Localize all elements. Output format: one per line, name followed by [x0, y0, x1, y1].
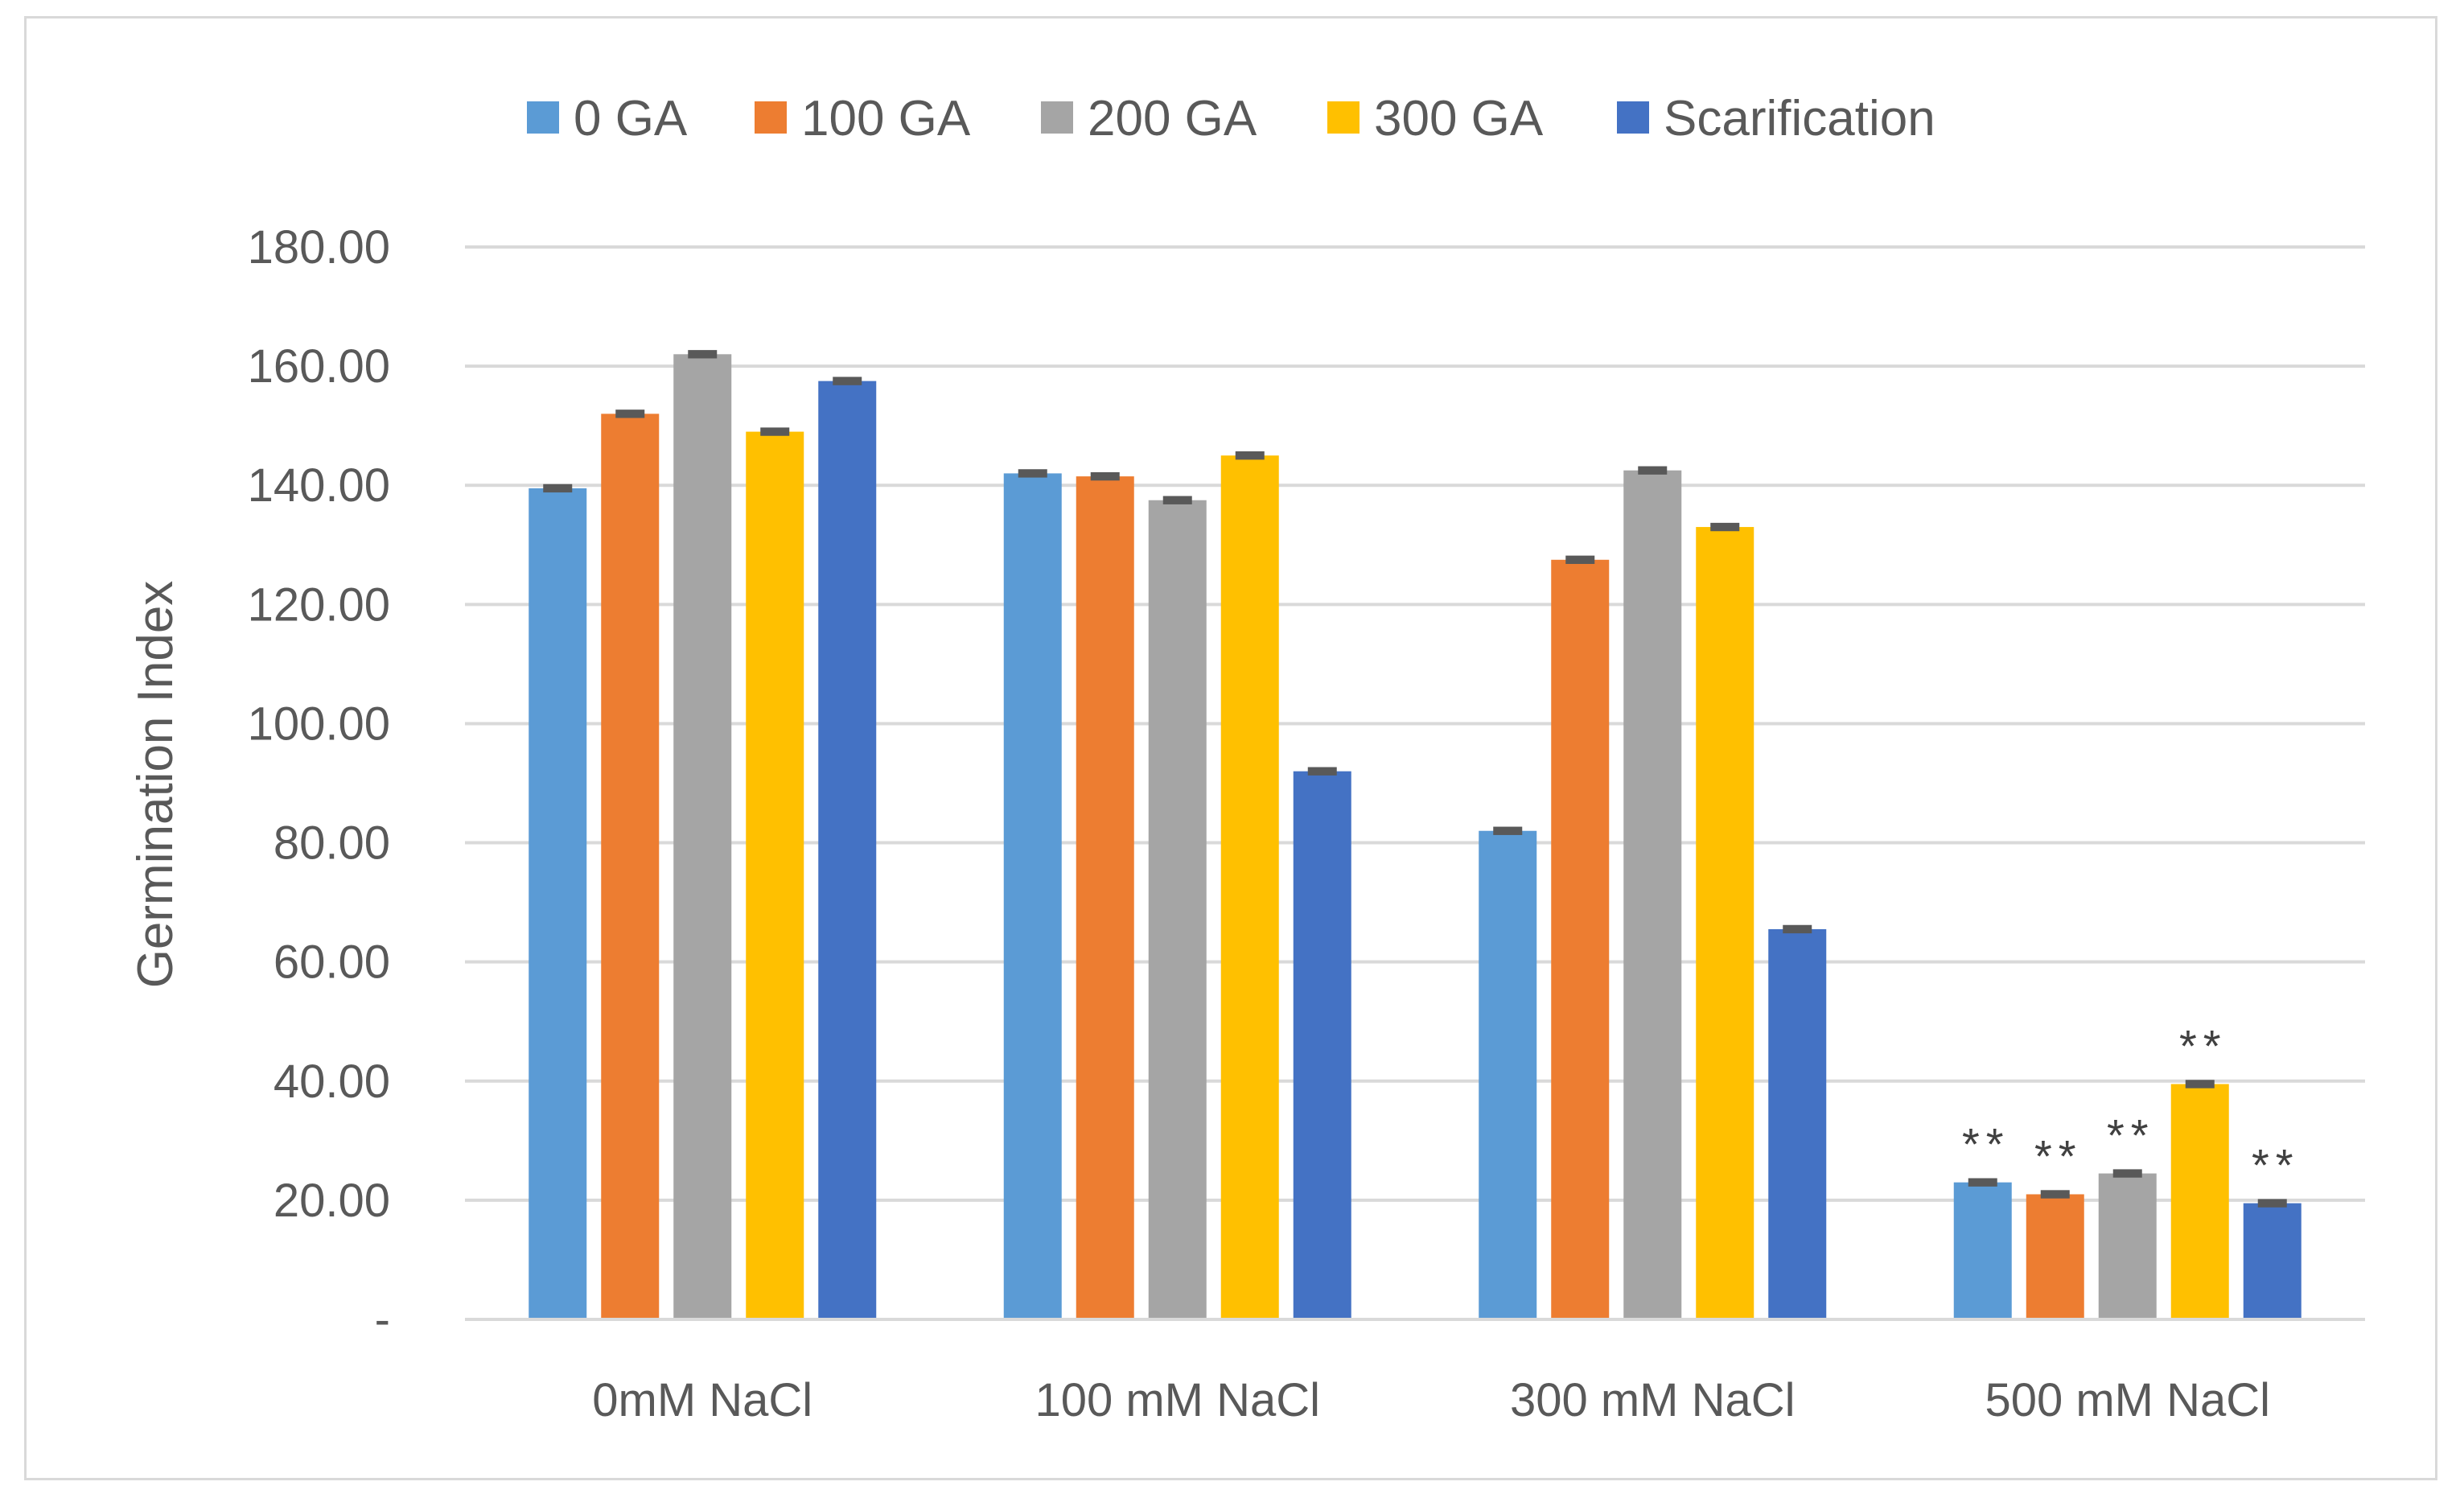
bar — [818, 381, 877, 1319]
bar — [2170, 1084, 2229, 1319]
bar — [2026, 1194, 2084, 1319]
x-tick-label: 500 mM NaCl — [1985, 1374, 2270, 1426]
error-bar — [833, 377, 862, 385]
error-bar — [1638, 466, 1668, 475]
error-bar — [688, 350, 718, 359]
x-tick-label: 100 mM NaCl — [1035, 1374, 1320, 1426]
bar — [1479, 830, 1537, 1319]
legend-label: Scarification — [1664, 91, 1935, 146]
error-bar — [760, 427, 790, 436]
y-tick-label: 40.00 — [274, 1056, 390, 1108]
error-bar — [1783, 924, 1812, 934]
legend-swatch — [755, 101, 787, 134]
significance-annotation: ** — [2179, 1020, 2227, 1071]
y-tick-label: 100.00 — [248, 698, 390, 750]
y-tick-label: 180.00 — [248, 221, 390, 274]
error-bar — [2257, 1199, 2287, 1208]
bar — [1220, 455, 1279, 1319]
bar — [1076, 476, 1134, 1319]
bar — [529, 488, 587, 1319]
bar — [601, 414, 660, 1320]
y-tick-label: - — [375, 1294, 390, 1346]
bar — [746, 431, 804, 1319]
bar — [1623, 470, 1682, 1320]
bar — [2243, 1203, 2302, 1319]
error-bar — [2112, 1169, 2142, 1178]
error-bar — [2040, 1190, 2070, 1199]
significance-annotation: ** — [2034, 1130, 2083, 1181]
bar — [1293, 771, 1351, 1319]
error-bar — [1565, 555, 1595, 564]
bar — [1696, 527, 1754, 1319]
legend-swatch — [1617, 101, 1649, 134]
x-tick-label: 0mM NaCl — [592, 1374, 812, 1426]
y-tick-label: 20.00 — [274, 1175, 390, 1227]
error-bar — [1493, 826, 1523, 835]
bar — [1768, 928, 1827, 1319]
error-bar — [1968, 1178, 1997, 1187]
error-bar — [615, 409, 645, 418]
legend-label: 100 GA — [801, 91, 971, 146]
y-axis-title: Germination Index — [128, 581, 183, 989]
legend-label: 300 GA — [1374, 91, 1544, 146]
error-bar — [543, 484, 573, 493]
error-bar — [1090, 471, 1120, 481]
bar — [673, 354, 732, 1319]
error-bar — [1710, 522, 1740, 532]
significance-annotation: ** — [1962, 1119, 2010, 1170]
error-bar — [2185, 1080, 2215, 1089]
bar — [1953, 1182, 2012, 1319]
significance-annotation: ** — [2252, 1140, 2300, 1191]
y-tick-label: 140.00 — [248, 459, 390, 512]
y-tick-label: 80.00 — [274, 817, 390, 870]
bar — [1551, 559, 1610, 1319]
legend-label: 0 GA — [574, 91, 688, 146]
bar — [1148, 500, 1207, 1319]
legend-swatch — [1327, 101, 1360, 134]
error-bar — [1018, 469, 1047, 478]
legend-swatch — [1041, 101, 1073, 134]
y-tick-label: 160.00 — [248, 340, 390, 393]
legend-swatch — [527, 101, 559, 134]
bar — [2098, 1173, 2157, 1319]
legend-label: 200 GA — [1088, 91, 1257, 146]
error-bar — [1307, 767, 1337, 776]
error-bar — [1162, 496, 1192, 504]
y-tick-label: 60.00 — [274, 936, 390, 989]
error-bar — [1235, 451, 1265, 460]
significance-annotation: ** — [2107, 1110, 2155, 1161]
y-tick-label: 120.00 — [248, 578, 390, 631]
bar — [1003, 473, 1062, 1319]
x-tick-label: 300 mM NaCl — [1510, 1374, 1796, 1426]
